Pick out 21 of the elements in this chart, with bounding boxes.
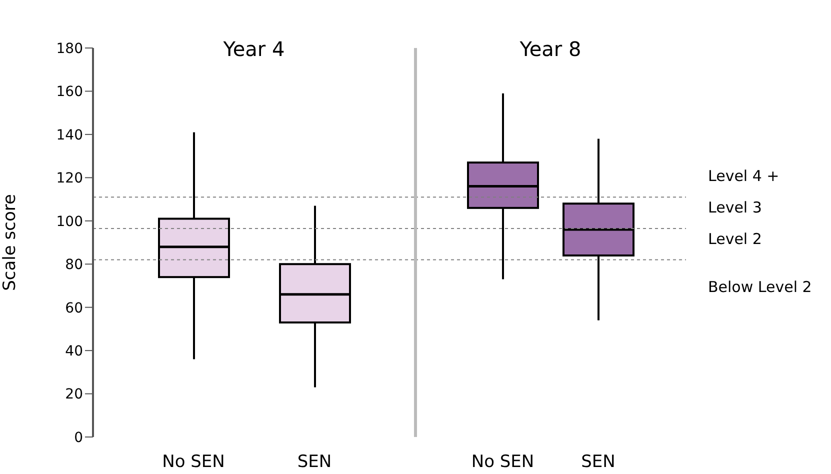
chart-title: Year 8 [518, 37, 582, 61]
y-tick-label: 180 [56, 40, 83, 57]
y-tick-label: 0 [74, 430, 83, 446]
y-tick-label: 160 [56, 84, 83, 100]
y-tick-label: 60 [65, 300, 83, 316]
y-tick-label: 40 [65, 344, 83, 360]
x-tick-label: No SEN [162, 452, 225, 472]
y-tick-label: 20 [65, 386, 83, 403]
y-tick-label: 80 [65, 257, 83, 274]
y-axis-title: Scale score [0, 194, 20, 291]
x-tick-label: No SEN [471, 452, 534, 472]
y-tick-label: 140 [56, 127, 83, 144]
text: Below Level 2 [708, 278, 812, 296]
x-tick-label: SEN [297, 452, 332, 472]
y-tick-label: 120 [56, 170, 83, 187]
chart-title: Year 4 [222, 37, 285, 61]
ref-line-label: Level 4 + [708, 167, 780, 186]
x-tick-label: SEN [581, 452, 616, 472]
ref-line-label: Level 3 [708, 198, 762, 216]
y-tick-label: 100 [56, 214, 83, 230]
ref-line-label: Level 2 [708, 230, 762, 248]
